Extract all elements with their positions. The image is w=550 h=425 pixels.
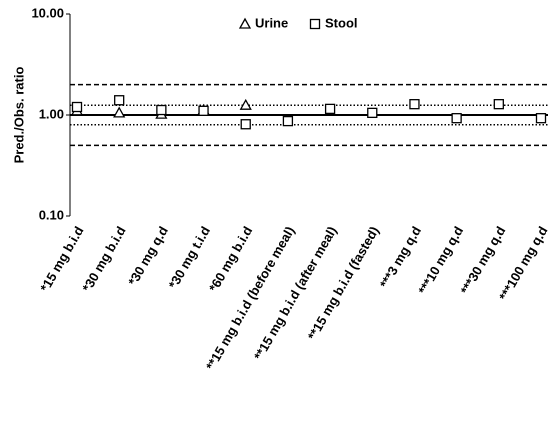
point bbox=[239, 98, 252, 110]
point bbox=[114, 95, 125, 106]
point bbox=[409, 99, 420, 110]
point bbox=[451, 113, 462, 124]
y-tick-label: 10.00 bbox=[31, 5, 64, 20]
point bbox=[535, 113, 547, 124]
x-tick-label: **15 mg b.i.d (after meal) bbox=[251, 224, 340, 363]
legend-marker bbox=[238, 17, 252, 29]
legend-label: Stool bbox=[325, 15, 358, 30]
x-tick-label: *60 mg b.i.d bbox=[206, 224, 255, 295]
y-tick-label: 1.00 bbox=[39, 106, 64, 121]
x-tick-label: *30 mg q.d bbox=[125, 224, 171, 288]
point bbox=[198, 105, 209, 116]
point bbox=[113, 106, 126, 118]
point bbox=[240, 119, 251, 130]
point bbox=[367, 107, 378, 119]
legend-marker bbox=[309, 18, 321, 30]
point bbox=[156, 104, 167, 116]
x-tick-label: ***3 mg q.d bbox=[377, 224, 424, 291]
x-tick-label: *30 mg t.i.d bbox=[165, 224, 213, 292]
x-tick-label: *30 mg b.i.d bbox=[79, 224, 128, 295]
point bbox=[493, 99, 504, 110]
y-axis-label: Pred./Obs. ratio bbox=[11, 67, 26, 164]
y-tick-label: 0.10 bbox=[39, 207, 64, 222]
point bbox=[324, 103, 336, 115]
x-tick-label: *15 mg b.i.d bbox=[37, 224, 86, 295]
legend-label: Urine bbox=[255, 15, 288, 30]
point bbox=[282, 115, 294, 127]
point bbox=[71, 101, 83, 113]
